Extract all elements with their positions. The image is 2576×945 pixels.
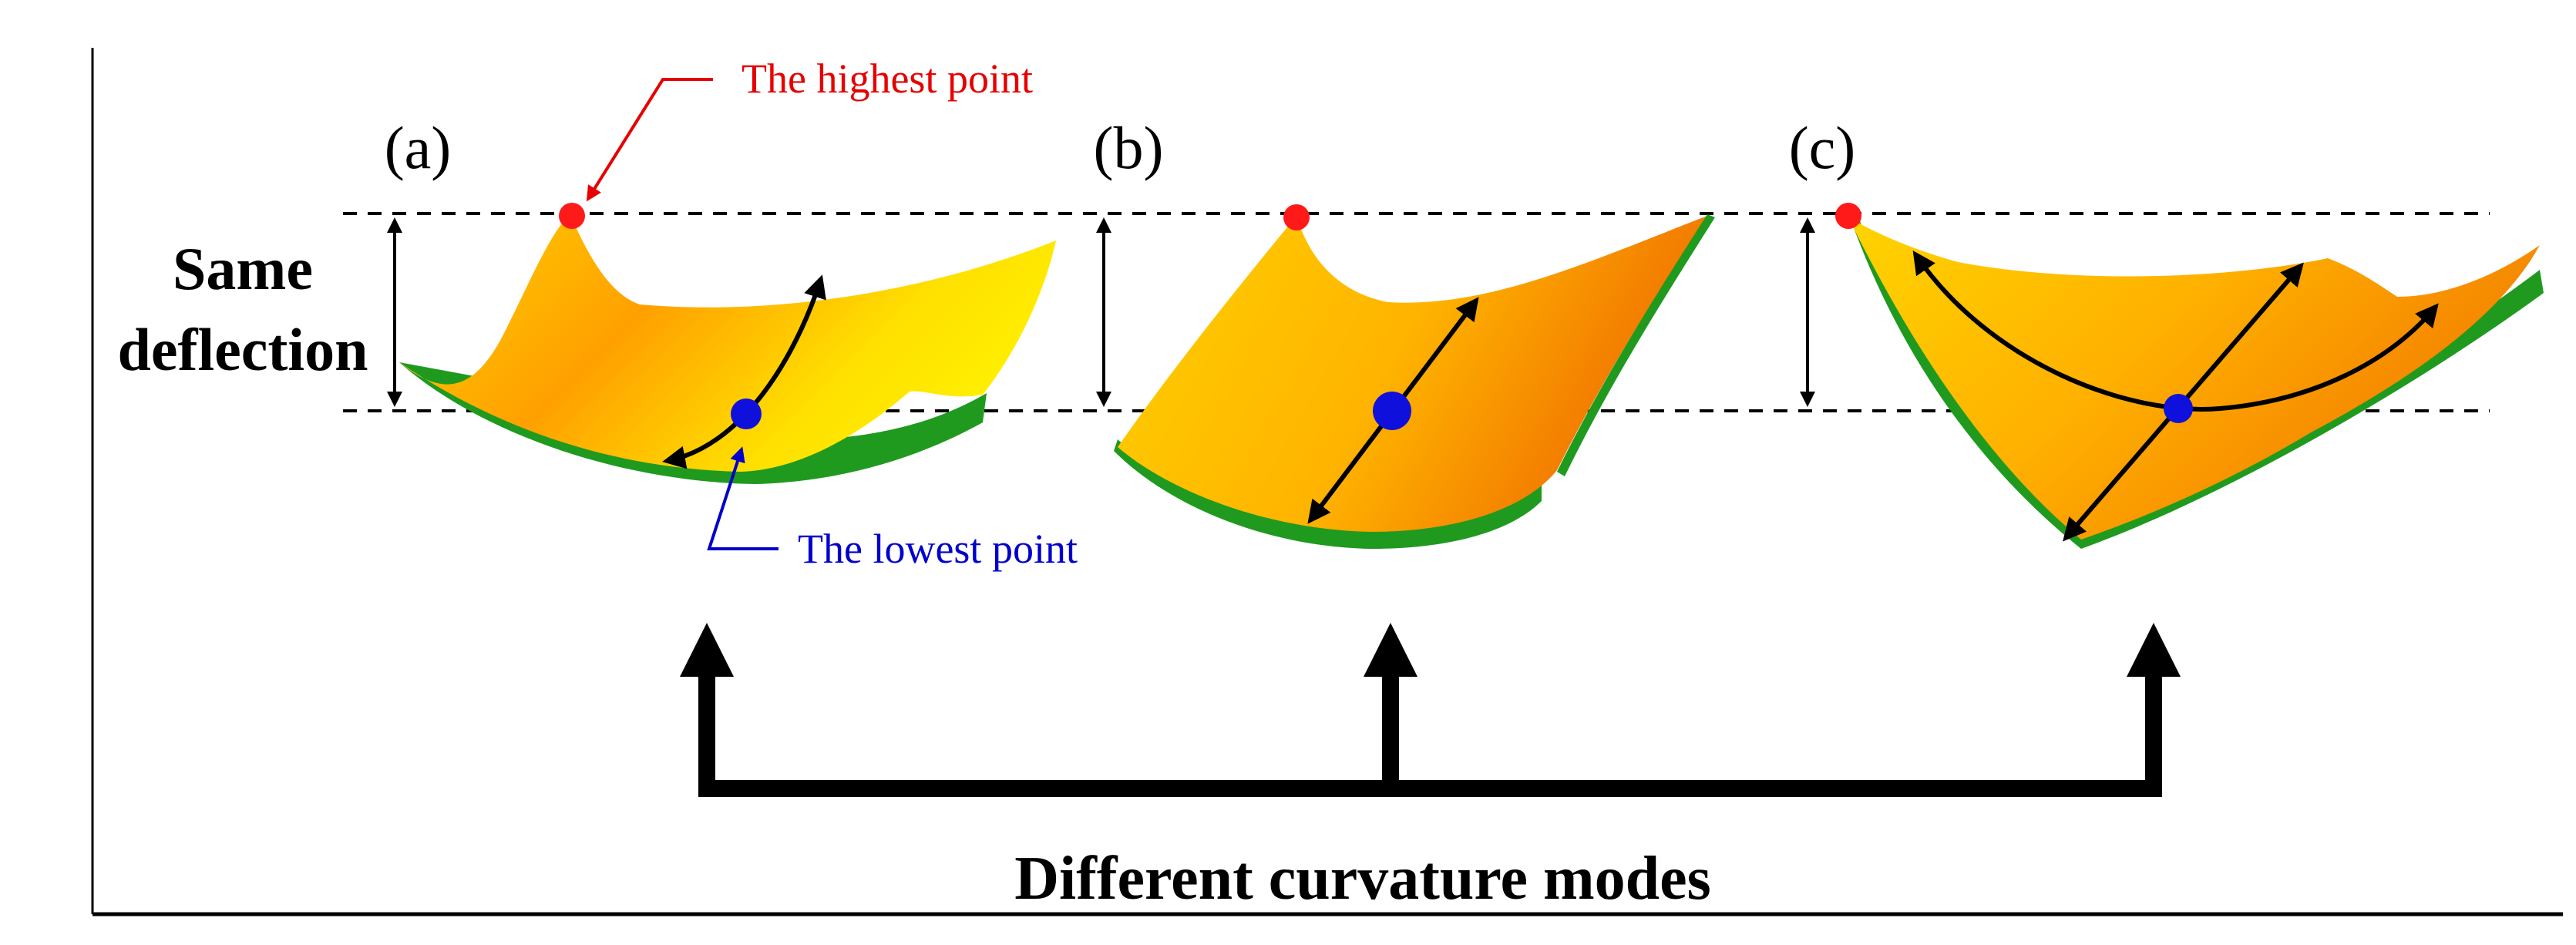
curvature-bracket xyxy=(680,623,2181,797)
surface-a xyxy=(399,214,1056,484)
surface-a-curvature-arrow xyxy=(662,274,826,469)
surface-c-top xyxy=(1848,217,2540,540)
bottom-caption: Different curvature modes xyxy=(1014,845,1710,913)
lowest-point-label: The lowest point xyxy=(798,526,1078,572)
panel-label-b: (b) xyxy=(1094,114,1164,181)
highest-point-a xyxy=(559,203,585,229)
lowest-point-a xyxy=(731,399,762,429)
highest-point-label: The highest point xyxy=(742,55,1033,102)
lowest-point-callout-line xyxy=(707,446,779,550)
bracket-arrowhead-c xyxy=(2127,623,2181,677)
surface-b-right-edge xyxy=(1557,214,1715,476)
lowest-point-b xyxy=(1373,392,1411,430)
highest-point-c xyxy=(1835,203,1861,229)
bracket-arrowhead-b xyxy=(1364,623,1417,677)
lowest-point-c xyxy=(2164,394,2193,423)
same-deflection-label-line2: deflection xyxy=(118,316,368,383)
highest-point-callout-line xyxy=(586,78,713,202)
surface-b xyxy=(1114,214,1715,549)
panel-label-a: (a) xyxy=(385,114,452,181)
highest-point-b xyxy=(1283,204,1310,230)
panel-label-c: (c) xyxy=(1789,114,1856,181)
same-deflection-label-line1: Same xyxy=(173,235,313,302)
bracket-arrowhead-a xyxy=(680,623,734,677)
surface-c xyxy=(1848,216,2544,549)
